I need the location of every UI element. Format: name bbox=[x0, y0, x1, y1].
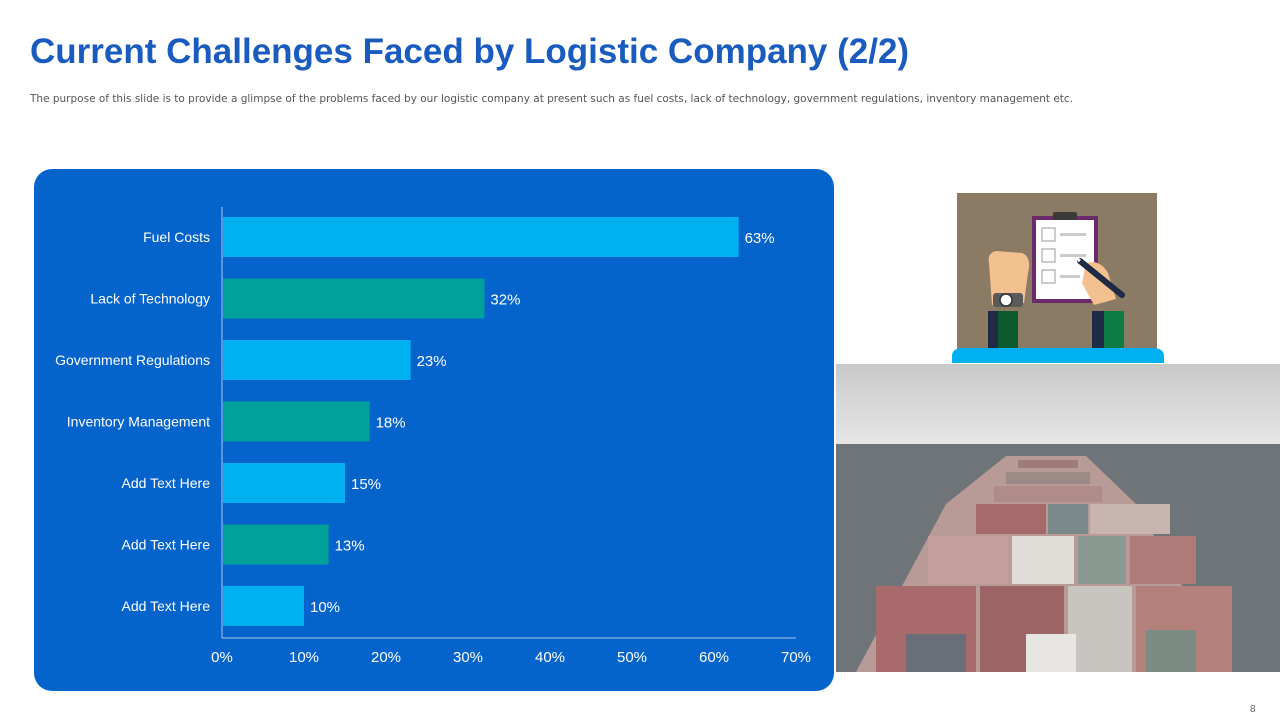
data-label: 32% bbox=[490, 292, 520, 309]
x-tick-label: 30% bbox=[453, 649, 483, 666]
x-tick-label: 0% bbox=[211, 649, 233, 666]
category-label: Fuel Costs bbox=[143, 229, 210, 245]
x-tick-label: 20% bbox=[371, 649, 401, 666]
bar-1 bbox=[223, 217, 739, 257]
data-label: 13% bbox=[335, 538, 365, 555]
bar-5 bbox=[223, 463, 345, 503]
slide-subtitle: The purpose of this slide is to provide … bbox=[30, 93, 1074, 105]
x-tick-label: 40% bbox=[535, 649, 565, 666]
page-number: 8 bbox=[1250, 704, 1256, 715]
bar-chart: Fuel Costs 63% Lack of Technology 32% Govern… bbox=[55, 207, 811, 666]
data-label: 63% bbox=[745, 230, 775, 247]
bar-7 bbox=[223, 586, 304, 626]
checkbox-icon bbox=[1041, 248, 1056, 263]
x-tick-label: 70% bbox=[781, 649, 811, 666]
bar-2 bbox=[223, 278, 485, 319]
bar-6 bbox=[223, 524, 329, 565]
data-label: 18% bbox=[376, 415, 406, 432]
data-label: 10% bbox=[310, 599, 340, 616]
chart-panel: Fuel Costs 63% Lack of Technology 32% Govern… bbox=[34, 169, 834, 691]
data-label: 23% bbox=[417, 353, 447, 370]
left-hand bbox=[988, 251, 1030, 305]
checkbox-icon bbox=[1041, 227, 1056, 242]
category-label: Government Regulations bbox=[55, 352, 210, 368]
x-tick-label: 60% bbox=[699, 649, 729, 666]
slide-title: Current Challenges Faced by Logistic Com… bbox=[30, 32, 910, 71]
x-tick-label: 10% bbox=[289, 649, 319, 666]
clipboard-clip bbox=[1053, 212, 1077, 220]
x-tick-label: 50% bbox=[617, 649, 647, 666]
clipboard-illustration bbox=[952, 193, 1164, 363]
category-label: Add Text Here bbox=[122, 598, 211, 614]
category-label: Add Text Here bbox=[122, 537, 211, 553]
category-label: Lack of Technology bbox=[90, 291, 210, 307]
pen-icon bbox=[1077, 258, 1125, 298]
bar-3 bbox=[223, 340, 411, 380]
checkbox-icon bbox=[1041, 269, 1056, 284]
data-label: 15% bbox=[351, 476, 381, 493]
category-label: Inventory Management bbox=[67, 414, 210, 430]
containers bbox=[876, 460, 1232, 672]
category-label: Add Text Here bbox=[122, 475, 211, 491]
desk-edge bbox=[952, 348, 1164, 363]
watch-face bbox=[999, 293, 1013, 307]
cargo-ship-photo bbox=[836, 364, 1280, 672]
bar-4 bbox=[223, 401, 370, 442]
sky bbox=[836, 364, 1280, 444]
